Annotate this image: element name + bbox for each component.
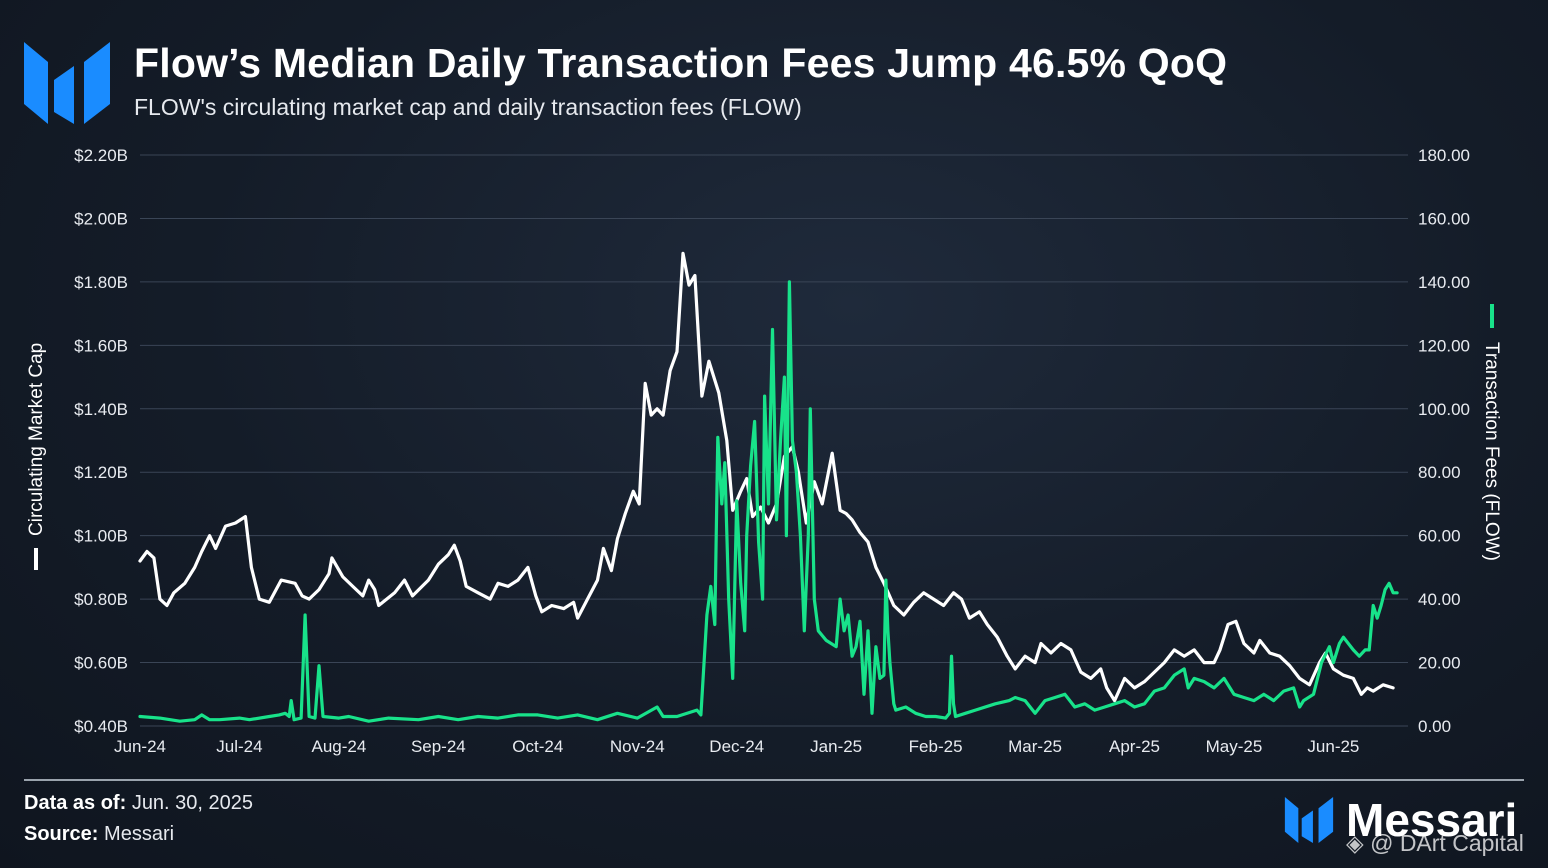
watermark-diamond-icon: ◈ [1346,830,1371,856]
x-tick-label: Jan-25 [810,737,862,756]
left-axis-title: Circulating Market Cap [26,343,47,570]
left-tick-label: $1.60B [74,336,128,355]
left-tick-label: $1.00B [74,527,128,546]
x-tick-label: Jun-25 [1307,737,1359,756]
left-axis-ticks: $0.40B $0.60B $0.80B $1.00B $1.20B $1.40B $1.6… [74,146,128,736]
left-tick-label: $2.20B [74,146,128,165]
data-as-of-value: Jun. 30, 2025 [131,792,254,814]
right-tick-label: 60.00 [1418,527,1461,546]
x-tick-label: Aug-24 [311,737,366,756]
left-tick-label: $1.80B [74,273,128,292]
right-tick-label: 180.00 [1418,146,1470,165]
messari-brand-icon [1284,797,1334,843]
market-cap-line [138,251,1395,703]
source-value: Messari [104,823,175,845]
left-tick-label: $1.40B [74,400,128,419]
x-tick-label: Mar-25 [1008,737,1062,756]
chart-subtitle: FLOW's circulating market cap and daily … [134,94,802,120]
right-tick-label: 40.00 [1418,590,1461,609]
right-tick-label: 160.00 [1418,209,1470,228]
x-axis-ticks: Jun-24 Jul-24 Aug-24 Sep-24 Oct-24 Nov-24 Dec-… [114,737,1359,756]
chart-title: Flow’s Median Daily Transaction Fees Jum… [134,40,1228,86]
x-tick-label: Dec-24 [709,737,764,756]
x-tick-label: May-25 [1206,737,1263,756]
series-lines [138,251,1399,723]
x-tick-label: Jul-24 [216,737,262,756]
source-label: Source: [24,823,99,845]
x-tick-label: Oct-24 [512,737,563,756]
data-as-of-note: Data as of: Jun. 30, 2025 [24,792,253,815]
right-tick-label: 80.00 [1418,463,1461,482]
right-tick-label: 120.00 [1418,336,1470,355]
source-note: Source: Messari [24,823,174,846]
left-tick-label: $0.40B [74,717,128,736]
x-tick-label: Jun-24 [114,737,166,756]
right-tick-label: 20.00 [1418,654,1461,673]
messari-brand: Messari [1284,794,1544,846]
footer-divider [24,779,1524,781]
left-tick-label: $0.60B [74,654,128,673]
right-axis-title: Transaction Fees (FLOW) [1481,304,1502,561]
left-axis-label: Circulating Market Cap [26,343,47,536]
x-tick-label: Nov-24 [610,737,665,756]
x-tick-label: Apr-25 [1109,737,1160,756]
right-tick-label: 140.00 [1418,273,1470,292]
right-tick-label: 100.00 [1418,400,1470,419]
brand-wordmark: Messari [1346,794,1518,846]
x-tick-label: Feb-25 [909,737,963,756]
right-tick-label: 0.00 [1418,717,1451,736]
x-tick-label: Sep-24 [411,737,466,756]
messari-logo-icon [24,42,110,124]
left-tick-label: $1.20B [74,463,128,482]
right-axis-ticks: 0.00 20.00 40.00 60.00 80.00 100.00 120.00 140.… [1418,146,1470,736]
watermark-label: @ DArt Capital [1370,830,1524,856]
watermark-text: ◈ @ DArt Capital [1346,830,1524,857]
right-axis-label: Transaction Fees (FLOW) [1481,342,1502,561]
left-tick-label: $0.80B [74,590,128,609]
left-tick-label: $2.00B [74,209,128,228]
data-as-of-label: Data as of: [24,792,127,814]
transaction-fees-line [138,280,1399,723]
